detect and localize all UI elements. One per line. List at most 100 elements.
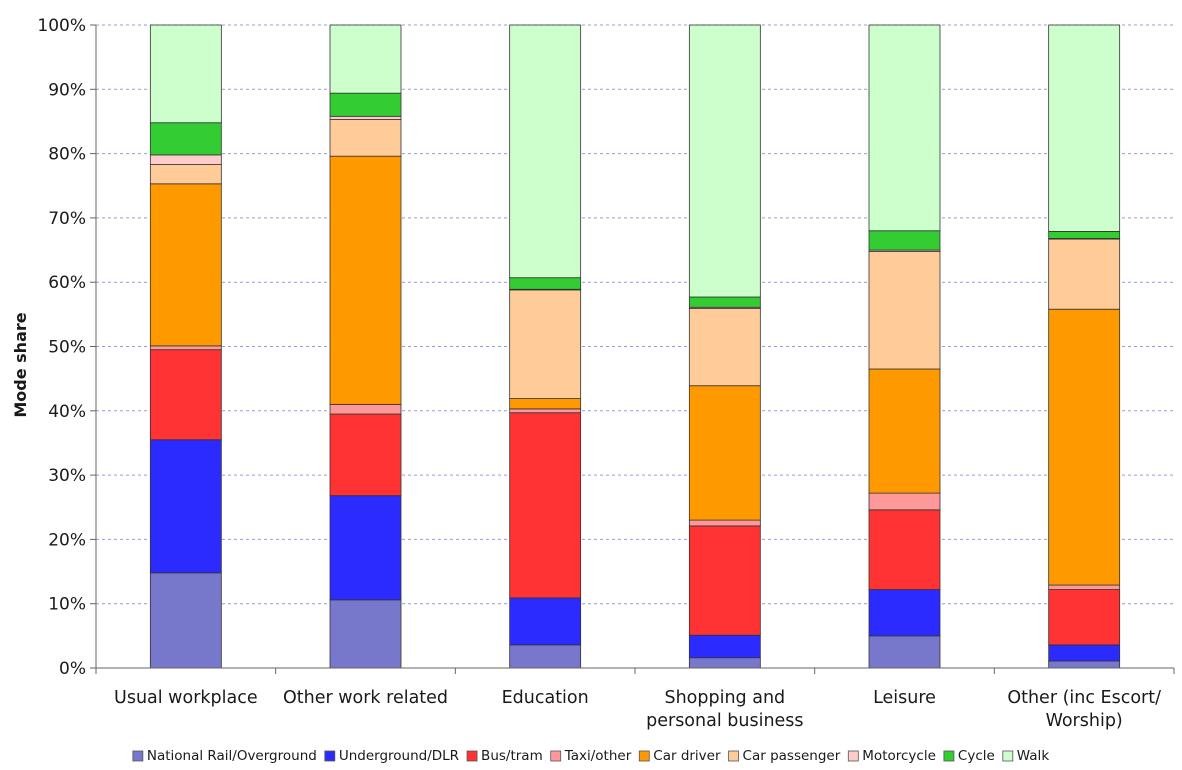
legend-swatch xyxy=(728,750,739,762)
bar-segment xyxy=(329,403,402,415)
bar-segment xyxy=(149,164,222,185)
bar-segment xyxy=(688,296,761,308)
bars xyxy=(149,24,1121,669)
bar-segment xyxy=(688,308,761,387)
bar-segment xyxy=(1048,308,1121,586)
legend-item: Motorcycle xyxy=(847,748,936,764)
category-label: personal business xyxy=(646,711,803,731)
category-label: Worship) xyxy=(1046,711,1123,731)
bar-segment xyxy=(688,657,761,669)
legend-label: Taxi/other xyxy=(564,748,632,764)
legend-label: Cycle xyxy=(958,748,995,764)
bar-segment xyxy=(329,155,402,405)
bar-segment xyxy=(868,24,941,232)
y-tick-label: 0% xyxy=(59,659,86,679)
legend-label: Underground/DLR xyxy=(339,748,459,764)
y-tick-label: 70% xyxy=(48,209,86,229)
axes xyxy=(90,24,1175,674)
bar-segment xyxy=(868,368,941,494)
legend-item: National Rail/Overground xyxy=(132,748,317,764)
category-label: Leisure xyxy=(873,688,936,708)
category-label: Shopping and xyxy=(664,688,785,708)
category-label: Education xyxy=(502,688,589,708)
legend-label: Car passenger xyxy=(743,748,841,764)
legend-label: Motorcycle xyxy=(862,748,936,764)
bar-segment xyxy=(1048,660,1121,669)
legend-item: Bus/tram xyxy=(466,748,543,764)
legend-label: Walk xyxy=(1017,748,1050,764)
legend-item: Cycle xyxy=(943,748,995,764)
bar-segment xyxy=(688,385,761,521)
bar-segment xyxy=(149,345,222,351)
legend-item: Car passenger xyxy=(728,748,841,764)
legend-swatch xyxy=(550,750,562,762)
category-label: Other (inc Escort/ xyxy=(1007,688,1161,708)
bar-segment xyxy=(688,525,761,636)
bar-segment xyxy=(1048,584,1121,590)
bar-segment xyxy=(509,289,582,399)
legend-item: Car driver xyxy=(638,748,721,764)
legend-label: National Rail/Overground xyxy=(147,748,317,764)
y-tick-label: 20% xyxy=(48,530,86,550)
legend-swatch xyxy=(466,750,478,762)
bar-segment xyxy=(1048,589,1121,646)
bar-segment xyxy=(329,413,402,497)
bar-segment xyxy=(329,495,402,601)
bar-segment xyxy=(149,154,222,165)
y-tick-label: 80% xyxy=(48,145,86,165)
grid-lines xyxy=(96,24,1174,605)
legend-label: Bus/tram xyxy=(481,748,543,764)
bar-segment xyxy=(868,250,941,370)
legend-item: Taxi/other xyxy=(550,748,632,764)
bar-segment xyxy=(688,634,761,659)
legend-swatch xyxy=(324,750,336,762)
bar-segment xyxy=(688,24,761,298)
bar-segment xyxy=(329,119,402,157)
bar-segment xyxy=(509,24,582,279)
bar-segment xyxy=(509,398,582,410)
bar-segment xyxy=(1048,24,1121,232)
bar-segment xyxy=(868,635,941,669)
bar-segment xyxy=(868,230,941,251)
y-tick-label: 100% xyxy=(37,16,86,36)
bar-segment xyxy=(868,492,941,511)
bar-segment xyxy=(149,122,222,156)
legend: National Rail/Overground Underground/DLR B… xyxy=(132,748,1050,764)
bar-segment xyxy=(509,408,582,414)
legend-swatch xyxy=(132,750,144,762)
bar-segment xyxy=(509,412,582,599)
bar-segment xyxy=(329,92,402,117)
legend-label: Car driver xyxy=(653,748,721,764)
bar-segment xyxy=(1048,644,1121,662)
bar-segment xyxy=(329,24,402,94)
x-category-labels: Usual workplace Other work related Educati… xyxy=(114,688,1161,731)
bar-segment xyxy=(149,439,222,574)
y-tick-label: 60% xyxy=(48,273,86,293)
bar-segment xyxy=(149,24,222,124)
bar-segment xyxy=(1048,231,1121,239)
bar-segment xyxy=(509,644,582,669)
y-tick-label: 40% xyxy=(48,402,86,422)
category-label: Usual workplace xyxy=(114,688,258,708)
category-label: Other work related xyxy=(283,688,448,708)
bar-segment xyxy=(509,597,582,646)
y-tick-label: 50% xyxy=(48,338,86,358)
bar-segment xyxy=(509,277,582,290)
y-tick-labels: 0% 10% 20% 30% 40% 50% 60% 70% 80% 90% 100% xyxy=(37,16,86,679)
bar-segment xyxy=(149,349,222,441)
y-tick-label: 10% xyxy=(48,595,86,615)
y-axis-label: Mode share xyxy=(11,312,30,417)
legend-item: Walk xyxy=(1002,748,1050,764)
bar-segment xyxy=(688,519,761,527)
bar-segment xyxy=(868,589,941,637)
y-tick-label: 30% xyxy=(48,466,86,486)
bar-segment xyxy=(149,183,222,347)
y-tick-label: 90% xyxy=(48,80,86,100)
legend-swatch xyxy=(943,750,955,762)
bar-segment xyxy=(329,115,402,120)
legend-item: Underground/DLR xyxy=(324,748,459,764)
bar-segment xyxy=(868,509,941,590)
legend-swatch xyxy=(847,750,859,762)
bar-segment xyxy=(149,572,222,669)
